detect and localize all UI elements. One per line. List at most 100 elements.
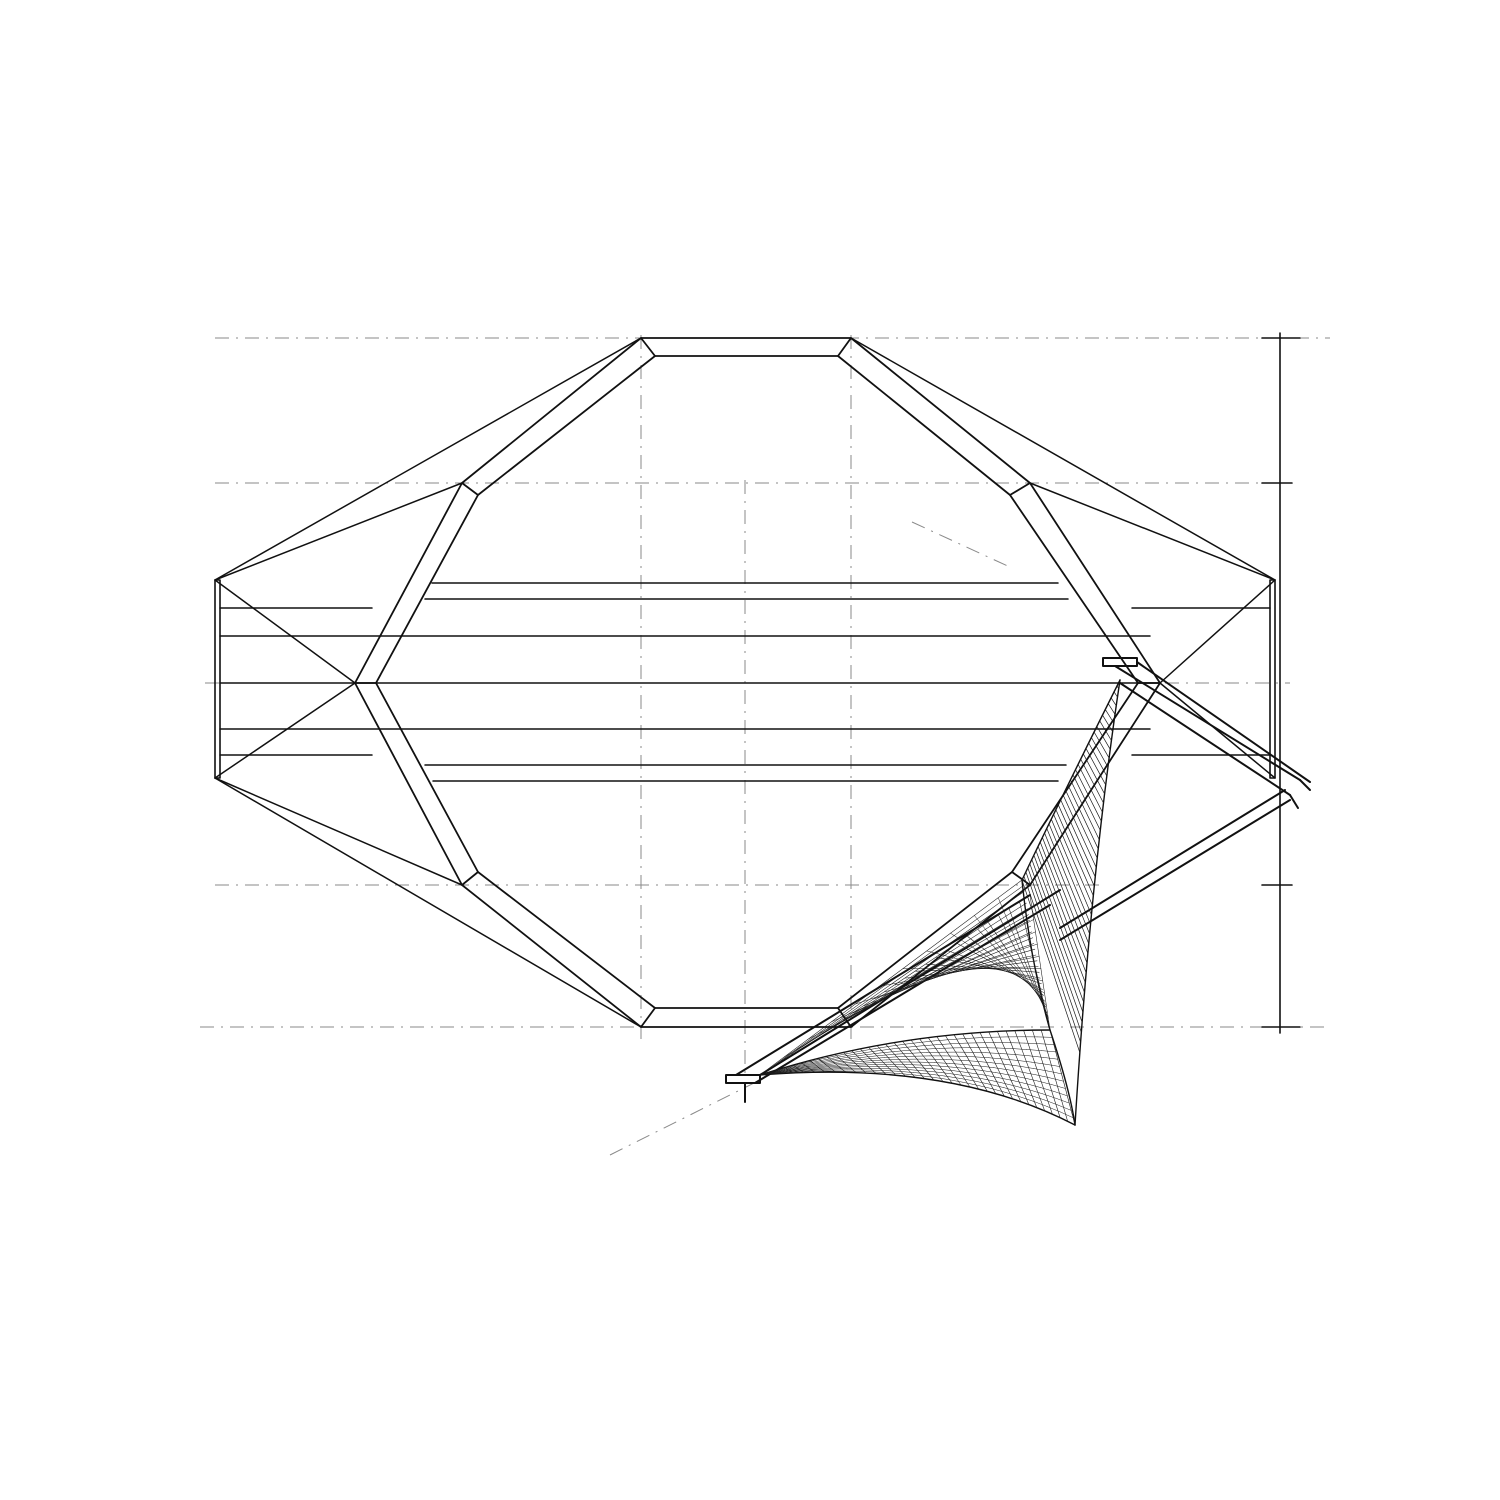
hatch-cross-strand: [978, 1065, 994, 1068]
hatch-cross-strand: [759, 1073, 779, 1076]
stay-left-upper: [214, 482, 463, 581]
hatch-strand: [1021, 879, 1081, 1053]
right-end-post: [1269, 579, 1276, 779]
hatch-strand: [801, 902, 1027, 1048]
hatch-cross-strand: [825, 1064, 842, 1067]
hatch-strand: [988, 1031, 1022, 1102]
hatch-cross-strand: [923, 1067, 940, 1070]
hatch-cross-strand: [958, 1055, 974, 1058]
hatch-cross-strand: [975, 1061, 992, 1063]
construction-line-diagonal: [609, 1079, 761, 1156]
hatch-strand: [1046, 828, 1090, 935]
hatch-cross-strand: [976, 1084, 992, 1089]
strut-tie-1: [1059, 789, 1286, 929]
hatch-strand: [927, 1037, 962, 1086]
hatch-cross-strand: [977, 1036, 994, 1039]
hatch-cross-strand: [821, 1060, 838, 1064]
hatch-cross-strand: [777, 1071, 796, 1074]
hatch-strand: [1102, 714, 1113, 733]
hatch-cross-strand: [1046, 1106, 1061, 1113]
hatch-cross-strand: [1005, 1092, 1021, 1098]
hatch-strand: [1065, 789, 1098, 859]
hatch-cross-strand: [915, 1074, 932, 1078]
octagon-inner-edge: [375, 355, 1139, 1009]
hatch-strand: [925, 963, 1040, 973]
hatch-cross-strand: [946, 1059, 962, 1061]
hatch-cross-strand: [794, 1069, 812, 1072]
hatch-cross-strand: [949, 1063, 965, 1065]
hatch-cross-strand: [997, 1047, 1013, 1049]
hatch-cross-strand: [926, 950, 1043, 982]
hatch-cross-strand: [826, 1065, 844, 1068]
stay-left-mid-top: [214, 579, 356, 684]
hatch-cross-strand: [1012, 1048, 1028, 1050]
hatch-cross-strand: [792, 1067, 810, 1071]
hatch-strand: [1107, 703, 1116, 715]
hatch-cross-strand: [844, 1066, 862, 1068]
lower-strut-cap: [725, 1074, 761, 1084]
hatch-strand: [902, 1041, 935, 1081]
hatch-strand: [1053, 814, 1093, 906]
hatch-strand: [1067, 784, 1099, 850]
hatch-strand: [1091, 737, 1109, 768]
hatch-cross-strand: [928, 1073, 945, 1077]
hatch-strand: [1040, 1029, 1068, 1122]
hatch-cross-strand: [991, 1088, 1007, 1093]
hatch-cross-strand: [954, 1070, 970, 1074]
hatch-cross-strand: [944, 1075, 960, 1079]
hatch-cross-strand: [899, 1073, 916, 1076]
hatch-cross-strand: [999, 1053, 1015, 1055]
cable-stays: [214, 337, 1276, 1028]
hatch-cross-strand: [959, 1078, 975, 1082]
hatch-strand: [1044, 832, 1090, 944]
hatch-strand: [936, 1036, 971, 1088]
hatch-cross-strand: [1049, 1077, 1064, 1082]
membrane-edge-upper: [1021, 679, 1121, 1126]
hatch-strand: [1070, 779, 1100, 840]
stay-left-mid-bottom: [214, 682, 356, 779]
hatch-cross-strand: [913, 1072, 930, 1075]
hatch-cross-strand: [1026, 1083, 1041, 1088]
hatch-cross-strand: [855, 1060, 872, 1063]
hatch-strand: [1039, 841, 1088, 964]
stay-right-top: [850, 337, 1276, 581]
hatch-cross-strand: [811, 1067, 829, 1070]
hatch-cross-strand: [894, 1068, 912, 1071]
octagon-corner-2: [837, 337, 852, 357]
stay-right-upper: [1029, 482, 1276, 581]
hatch-strand: [885, 1043, 916, 1078]
hatch-cross-strand: [851, 1056, 868, 1059]
hatch-strand: [1080, 758, 1104, 804]
hatch-strand: [893, 1042, 925, 1079]
hatch-cross-strand: [1042, 1093, 1057, 1099]
hatch-cross-strand: [1035, 1074, 1050, 1079]
hatch-cross-strand: [1003, 1087, 1018, 1092]
hatch-cross-strand: [839, 1061, 856, 1064]
hatch-strand: [910, 1039, 944, 1082]
hatch-cross-strand: [896, 1052, 913, 1055]
hatch-cross-strand: [1051, 1084, 1066, 1089]
hatch-cross-strand: [892, 1066, 909, 1068]
hatch-strand: [936, 957, 1041, 979]
hatch-strand: [1023, 1030, 1053, 1115]
hatch-cross-strand: [860, 1048, 877, 1052]
hatch-strand: [945, 1035, 980, 1090]
hatch-strand: [884, 948, 1036, 993]
dimension-line: [1261, 332, 1301, 1034]
hatch-cross-strand: [931, 1076, 948, 1080]
hatch-strand: [1035, 850, 1086, 983]
construction-grid: [200, 335, 1330, 1156]
hatch-cross-strand: [1031, 1095, 1046, 1101]
hatch-cross-strand: [866, 1071, 884, 1073]
hatch-cross-strand: [1033, 1068, 1048, 1072]
upper-strut-beam: [1059, 657, 1311, 941]
hatch-strand: [1049, 1029, 1076, 1126]
hatch-cross-strand: [795, 1070, 814, 1073]
hatch-cross-strand: [878, 956, 1040, 987]
hatch-cross-strand: [1043, 1057, 1058, 1060]
hatch-strand: [1050, 818, 1092, 916]
hatch-cross-strand: [878, 1068, 896, 1070]
membrane-edge-sag: [759, 1071, 1076, 1126]
hatch-cross-strand: [939, 1069, 955, 1072]
hatch-cross-strand: [963, 1037, 979, 1039]
